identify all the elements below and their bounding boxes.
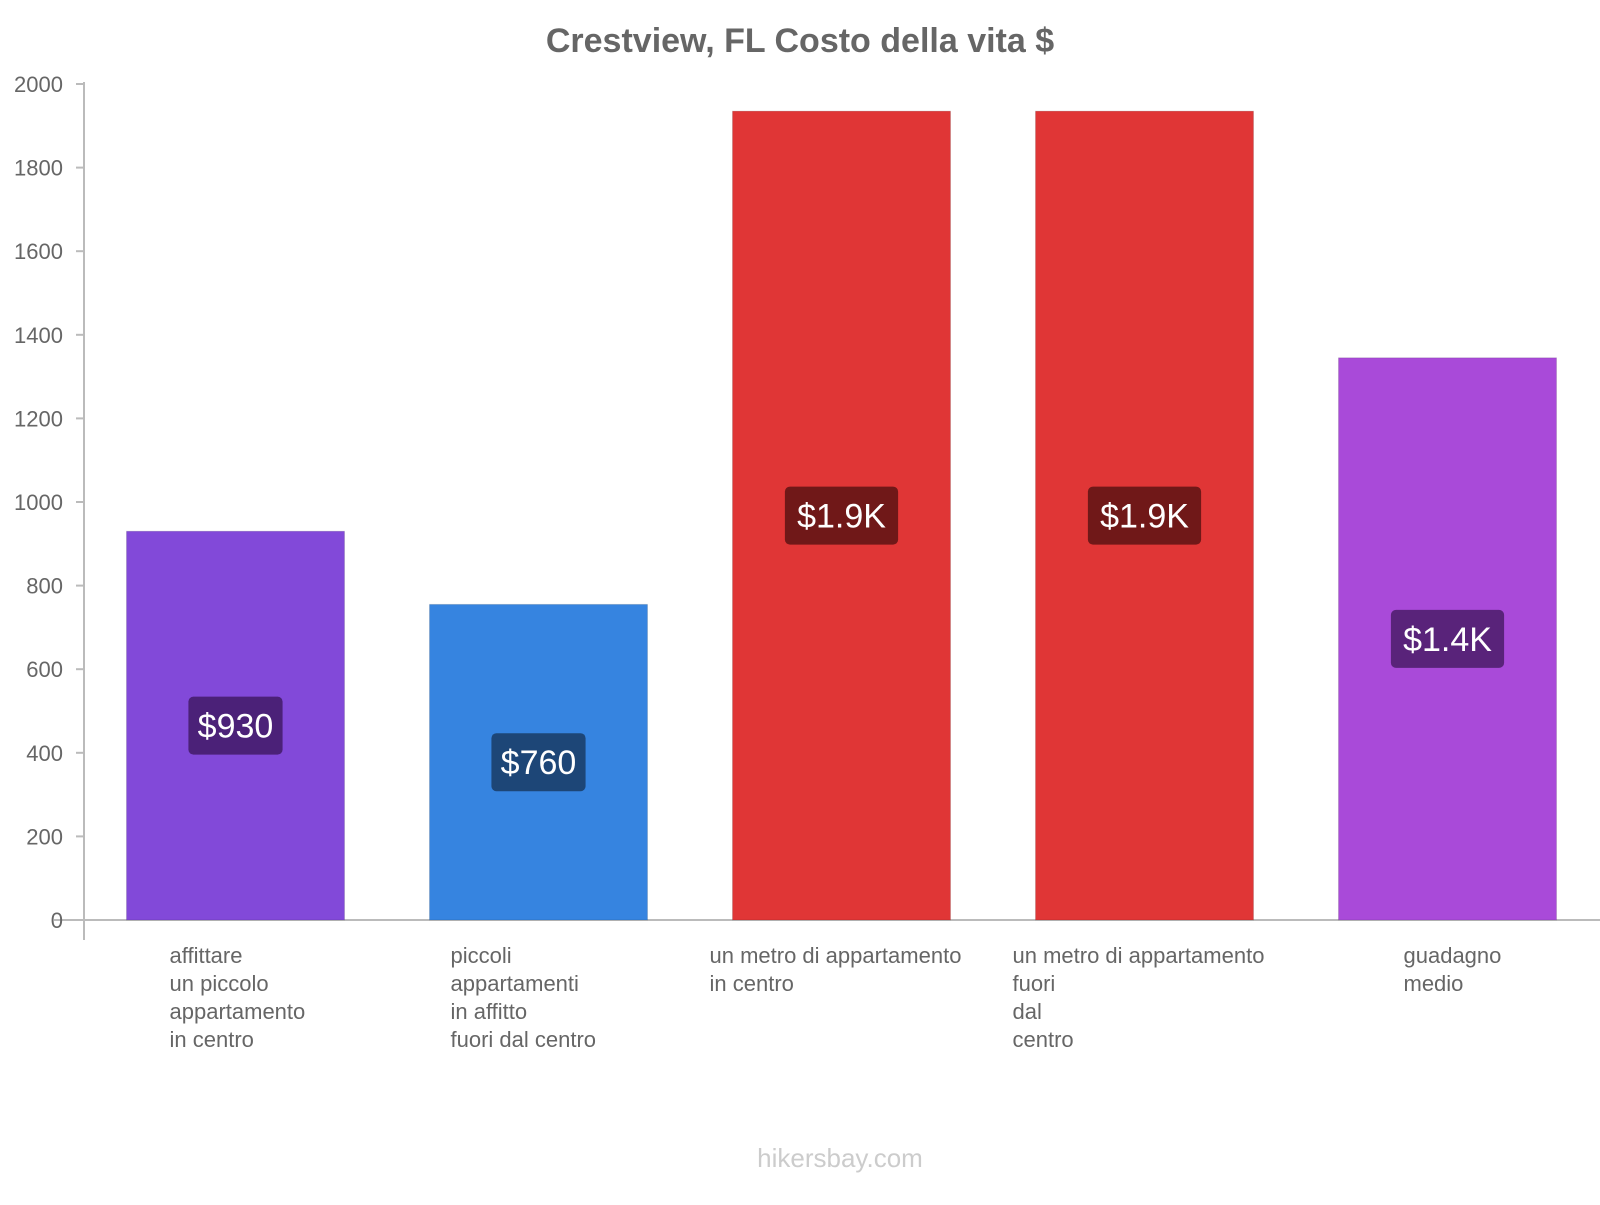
value-label-box	[491, 733, 586, 792]
value-label: $1.9K	[1100, 498, 1189, 536]
x-tick-label: medio	[1404, 971, 1464, 996]
x-tick-label: un metro di appartamento	[710, 943, 962, 968]
x-tick-label: fuori dal centro	[451, 1027, 597, 1052]
x-tick-label: in affitto	[451, 999, 528, 1024]
x-tick-label: appartamenti	[451, 971, 579, 996]
x-tick-label: centro	[1013, 1027, 1074, 1052]
x-tick-label: in centro	[170, 1027, 254, 1052]
x-tick-label: appartamento	[170, 999, 306, 1024]
y-tick-label: 400	[26, 741, 63, 766]
x-tick-label: un piccolo	[170, 971, 269, 996]
y-tick-label: 1000	[14, 490, 63, 515]
x-tick-label: un metro di appartamento	[1013, 943, 1265, 968]
value-label: $760	[501, 744, 577, 782]
x-tick-label: piccoli	[451, 943, 512, 968]
y-tick-label: 1600	[14, 239, 63, 264]
chart-title: Crestview, FL Costo della vita $	[546, 22, 1054, 60]
bars	[126, 110, 1557, 921]
value-label: $930	[198, 708, 274, 746]
x-tick-label: guadagno	[1404, 943, 1502, 968]
value-label: $1.4K	[1403, 621, 1492, 659]
value-label-box	[188, 696, 283, 755]
x-tick-label: affittare	[170, 943, 243, 968]
y-ticks: 0 200 400 600 800 1000 1200 1400 1600 1800 2000	[14, 72, 84, 933]
x-tick-label: in centro	[710, 971, 794, 996]
y-tick-label: 600	[26, 657, 63, 682]
y-tick-label: 2000	[14, 72, 63, 97]
x-tick-label: fuori	[1013, 971, 1056, 996]
y-tick-label: 800	[26, 574, 63, 599]
value-label-box	[1087, 486, 1202, 545]
x-tick-labels: affittare un piccolo appartamento in centro…	[170, 943, 1502, 1052]
y-tick-label: 200	[26, 824, 63, 849]
value-labels: $930 $760 $1.9K $1.9K $1.4K	[188, 486, 1505, 792]
value-label-box	[784, 486, 899, 545]
value-label: $1.9K	[797, 498, 886, 536]
x-tick-label: dal	[1013, 999, 1042, 1024]
y-tick-label: 1200	[14, 406, 63, 431]
y-tick-label: 0	[51, 908, 63, 933]
value-label-box	[1390, 609, 1505, 668]
y-tick-label: 1400	[14, 323, 63, 348]
watermark: hikersbay.com	[757, 1143, 923, 1173]
y-tick-label: 1800	[14, 156, 63, 181]
